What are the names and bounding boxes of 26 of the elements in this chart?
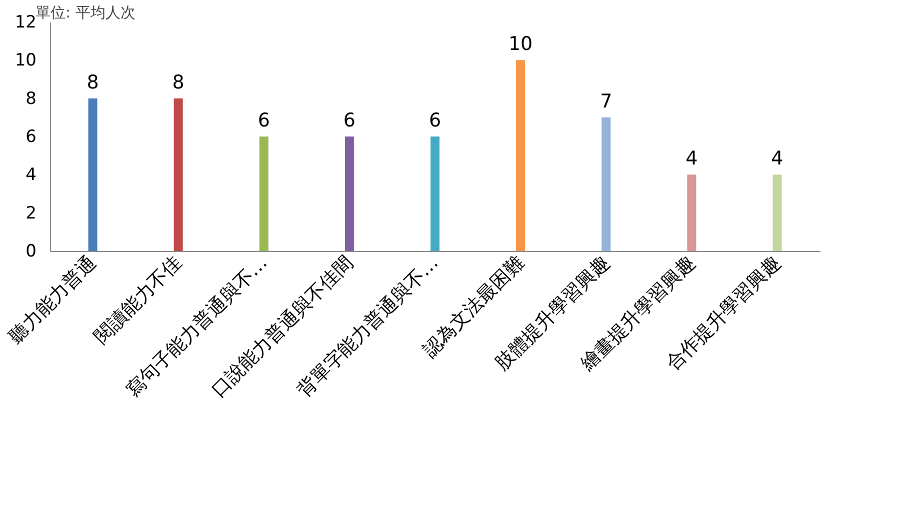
data-label: 6 bbox=[258, 110, 270, 132]
bar bbox=[344, 136, 354, 251]
y-tick-label: 2 bbox=[26, 203, 36, 224]
y-tick-label: 6 bbox=[26, 127, 36, 147]
y-tick-label: 4 bbox=[26, 165, 36, 186]
data-label: 7 bbox=[600, 90, 612, 112]
y-tick-label: 0 bbox=[26, 242, 36, 262]
y-tick-label: 8 bbox=[26, 88, 36, 109]
y-tick-label: 10 bbox=[14, 50, 36, 71]
bar bbox=[88, 98, 98, 251]
data-label: 4 bbox=[686, 148, 698, 170]
bar bbox=[687, 174, 696, 251]
bar bbox=[174, 98, 183, 251]
bar bbox=[772, 174, 782, 251]
bar bbox=[516, 60, 526, 251]
data-label: 8 bbox=[172, 71, 184, 94]
bar bbox=[259, 136, 268, 251]
y-tick-label: 12 bbox=[14, 12, 36, 32]
data-label: 6 bbox=[428, 110, 442, 132]
bar bbox=[430, 136, 440, 251]
bar bbox=[602, 117, 611, 251]
y-axis-title: 單位: 平均人次 bbox=[36, 4, 136, 22]
data-label: 10 bbox=[508, 33, 533, 56]
data-label: 4 bbox=[771, 148, 784, 170]
data-label: 6 bbox=[343, 110, 356, 132]
data-label: 8 bbox=[86, 71, 99, 94]
